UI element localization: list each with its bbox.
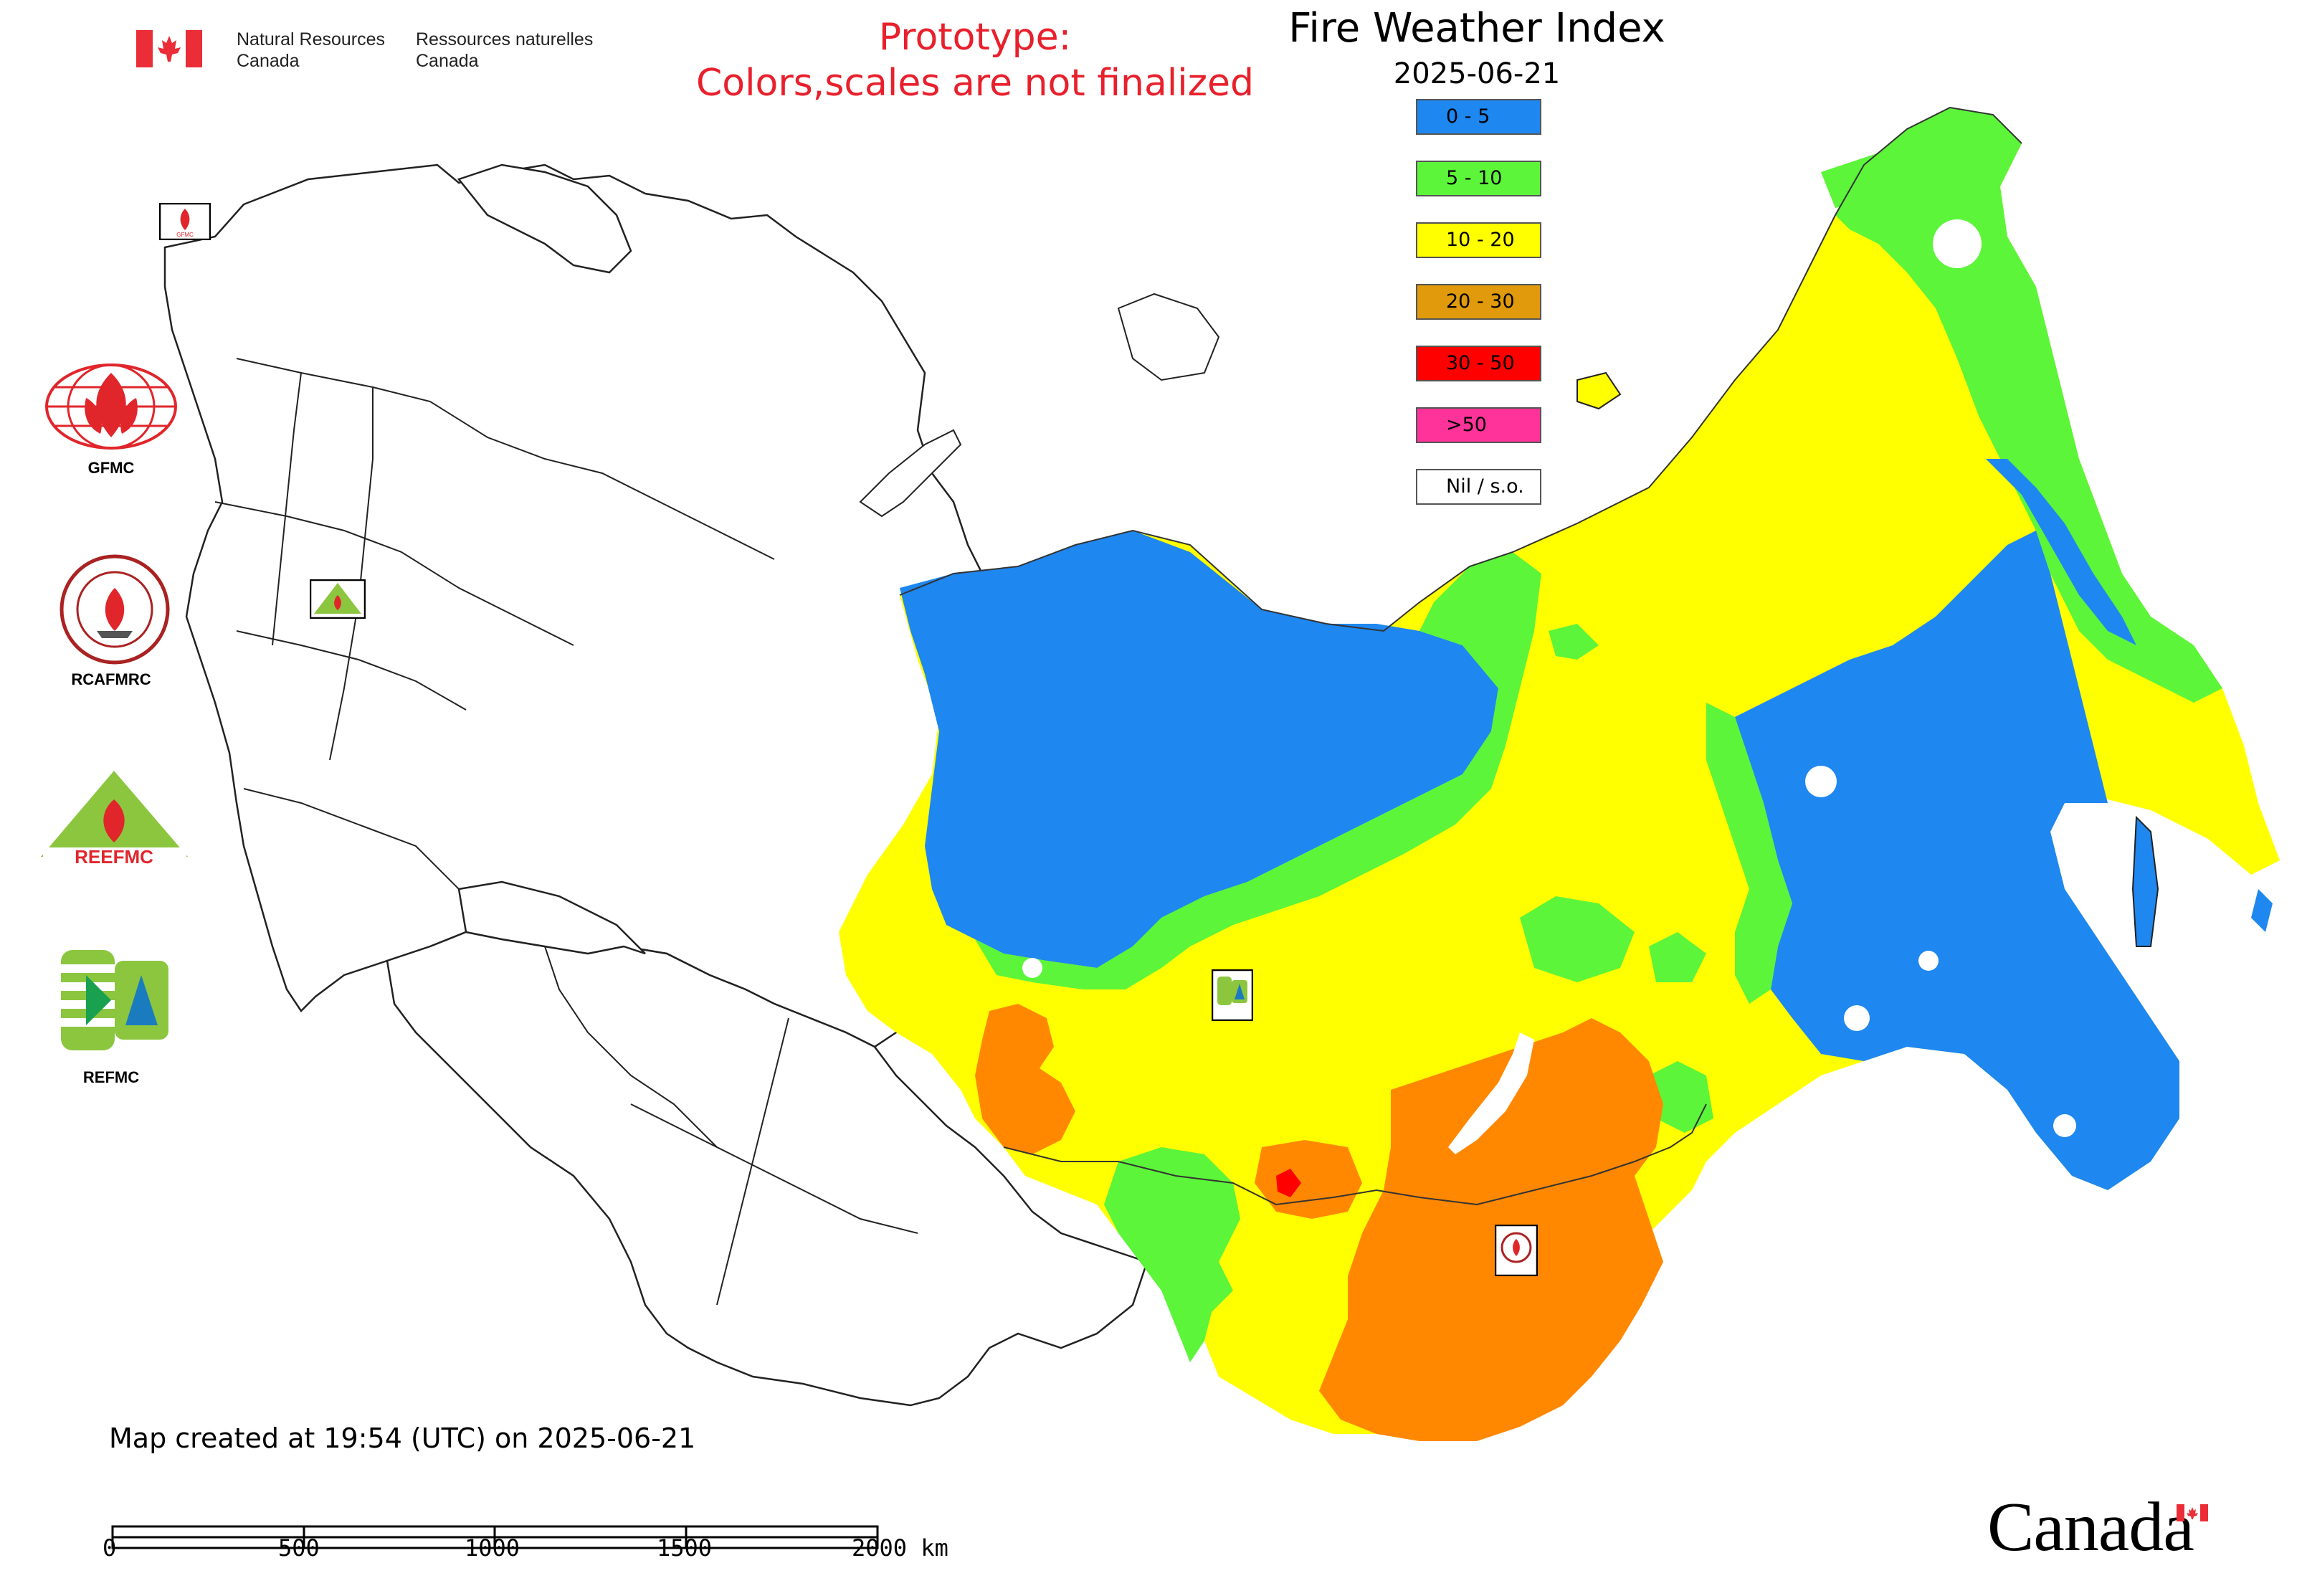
region-green-northtip	[1821, 143, 1936, 208]
nil-spot-4	[2053, 1114, 2076, 1137]
department-name-en-line1: Natural Resources	[237, 29, 386, 49]
partner-label-gfmc: GFMC	[87, 459, 135, 477]
region-blue-east	[1735, 531, 2179, 1190]
nil-spot-3	[1918, 951, 1939, 971]
map-created-timestamp: Map created at 19:54 (UTC) on 2025-06-21	[109, 1422, 696, 1454]
nil-spot-5	[1022, 958, 1042, 978]
legend-label: 5 - 10	[1446, 167, 1503, 189]
region-blue-kamchatka	[1986, 459, 2136, 645]
rcafmrc-logo	[60, 554, 170, 665]
prototype-note-line2: Colors,scales are not finalized	[695, 62, 1255, 105]
legend-item-5-10: 5 - 10	[1416, 161, 1541, 196]
department-name-en: Natural Resources Canada	[237, 29, 385, 72]
scale-label-1000: 1000	[465, 1534, 520, 1562]
region-green-patch-3	[1549, 624, 1599, 660]
legend-item-30-50: 30 - 50	[1416, 346, 1541, 381]
legend-item-10-20: 10 - 20	[1416, 222, 1541, 258]
wordmark-flag-icon	[2177, 1504, 2208, 1521]
scale-label-1500: 1500	[657, 1534, 713, 1562]
map-date: 2025-06-21	[1393, 57, 1561, 90]
lake-baikal	[1448, 1032, 1534, 1154]
region-green-band-west	[975, 552, 1541, 989]
country-outlines	[163, 163, 1148, 1407]
legend-item-20-30: 20 - 30	[1416, 284, 1541, 320]
nil-spot-2	[1844, 1005, 1870, 1031]
legend-item-over-50: >50	[1416, 407, 1541, 443]
region-green-south	[1104, 1147, 1240, 1362]
department-name-fr: Ressources naturelles Canada	[416, 29, 593, 72]
prototype-note: Prototype: Colors,scales are not finaliz…	[645, 14, 1305, 106]
region-green-northeast	[1835, 108, 2222, 703]
nil-spot-1	[1805, 766, 1837, 797]
legend-label: Nil / s.o.	[1446, 475, 1524, 498]
island-taimyr	[1117, 293, 1220, 381]
department-name-fr-line1: Ressources naturelles	[416, 29, 594, 49]
partner-label-refmc: REFMC	[82, 1068, 140, 1086]
legend-label: 0 - 5	[1446, 105, 1490, 128]
region-orange-south	[1319, 1018, 1663, 1441]
legend-label: 20 - 30	[1446, 290, 1515, 313]
scale-bar	[111, 1525, 879, 1549]
nil-spot-6	[1933, 219, 1982, 268]
legend-item-nil: Nil / s.o.	[1416, 469, 1541, 505]
canada-wordmark: Canada	[1987, 1488, 2194, 1566]
svg-text:REEFMC: REEFMC	[75, 846, 153, 868]
department-name-fr-line2: Canada	[416, 51, 479, 71]
region-green-band-east	[1706, 703, 1792, 1004]
map-marker-rcafmrc-icon	[1495, 1225, 1538, 1276]
scale-label-500: 500	[278, 1534, 320, 1562]
scale-label-2000-km: 2000 km	[852, 1534, 948, 1562]
legend-label: 30 - 50	[1446, 352, 1515, 374]
region-orange-mid	[1255, 1140, 1362, 1219]
region-orange-west	[975, 1004, 1075, 1154]
map-title: Fire Weather Index	[1288, 5, 1665, 52]
legend-item-0-5: 0 - 5	[1416, 99, 1541, 135]
scale-label-0: 0	[103, 1534, 117, 1562]
region-outline	[899, 106, 2022, 632]
region-red-hotspot	[1276, 1169, 1301, 1197]
island-kuril	[2251, 889, 2273, 932]
region-blue-west	[900, 531, 1498, 968]
map-marker-refmc-icon	[1212, 969, 1253, 1021]
border-russia-south	[1003, 1103, 1707, 1206]
island-sakhalin	[2131, 815, 2159, 947]
reefmc-logo: REEFMC	[41, 771, 188, 868]
gfmc-logo	[45, 364, 177, 450]
island-novaya-zemlya	[859, 429, 962, 518]
svg-text:GFMC: GFMC	[176, 232, 194, 238]
prototype-note-line1: Prototype:	[878, 16, 1072, 59]
region-green-patch-1	[1520, 896, 1635, 982]
region-green-patch-2	[1649, 932, 1706, 982]
department-name-en-line2: Canada	[237, 51, 300, 71]
map-marker-reefmc-icon	[310, 579, 366, 619]
map-marker-gfmc-icon: GFMC	[159, 203, 211, 240]
refmc-logo	[61, 950, 168, 1050]
island-new-siberian	[1576, 371, 1622, 410]
canada-flag-icon	[136, 30, 202, 67]
partner-label-rcafmrc: RCAFMRC	[71, 670, 151, 688]
region-green-patch-4	[1649, 1061, 1713, 1133]
internal-borders	[214, 358, 918, 1306]
legend-label: >50	[1446, 414, 1487, 436]
legend-label: 10 - 20	[1446, 229, 1515, 251]
region-yellow-base	[839, 108, 2280, 1434]
